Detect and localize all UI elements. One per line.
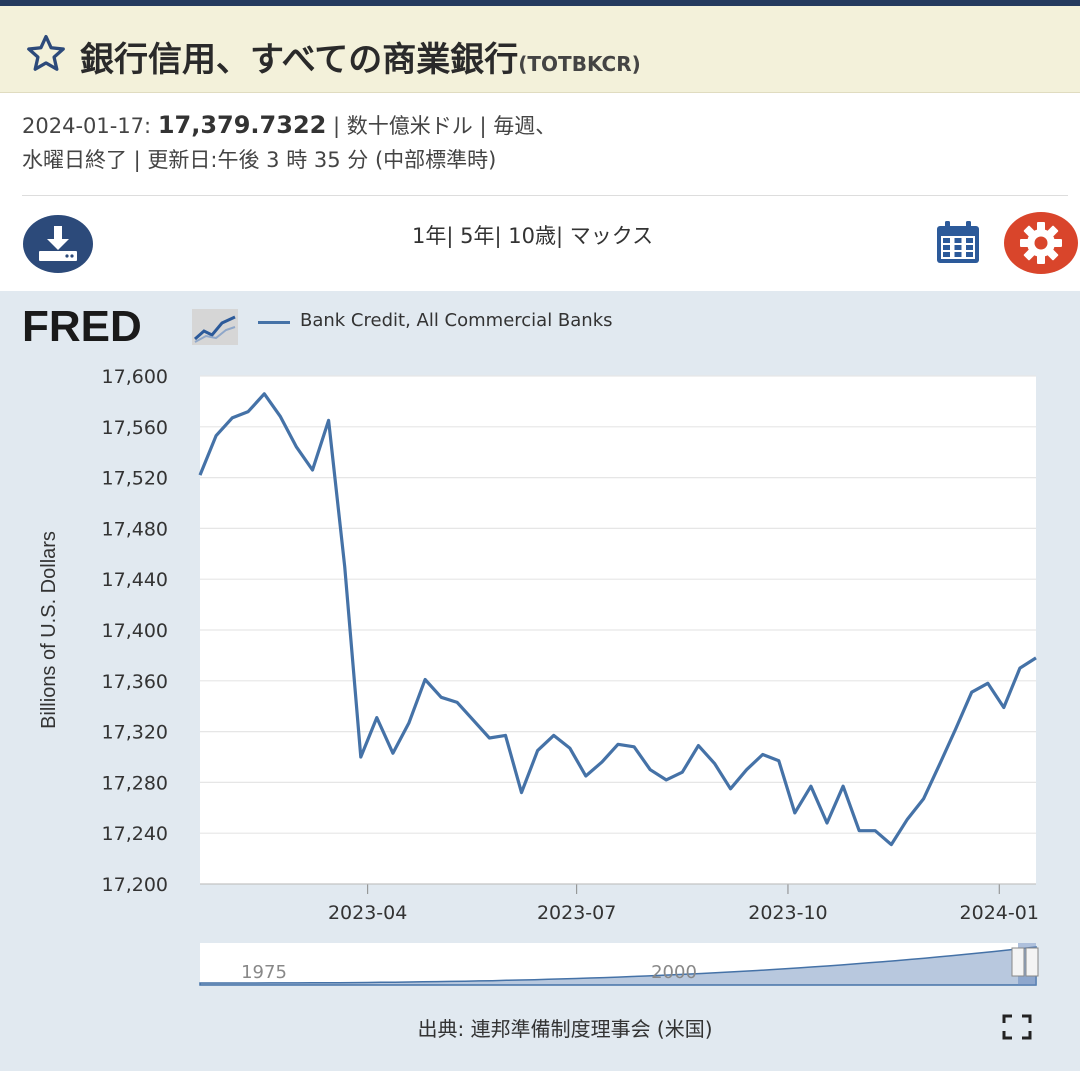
y-tick-label: 17,600 (102, 366, 168, 388)
star-icon[interactable] (24, 32, 68, 76)
y-tick-label: 17,240 (102, 823, 168, 845)
period-selector: 1年| 5年| 10歳| マックス (412, 220, 653, 250)
navigator-label: 1975 (241, 962, 287, 983)
period-separator: | (556, 224, 564, 248)
period-max[interactable]: マックス (569, 224, 654, 248)
series-code: (TOTBKCR) (518, 52, 641, 76)
x-tick-label: 2023-04 (328, 902, 407, 924)
source-credit: 出典: 連邦準備制度理事会 (米国) (417, 1017, 713, 1041)
y-tick-label: 17,200 (102, 874, 168, 896)
line-chart: 17,200 17,240 17,280 17,320 17,360 17,400 17,4… (38, 366, 1039, 986)
update-info: 水曜日終了 | 更新日:午後 3 時 35 分 (中部標準時) (22, 148, 497, 172)
y-tick-label: 17,280 (102, 772, 168, 794)
fred-logo: FRED (22, 305, 238, 347)
navigator-handle (1025, 947, 1039, 977)
observation-date: 2024-01-17: (22, 114, 152, 138)
y-tick-label: 17,560 (102, 417, 168, 439)
x-tick-label: 2024-01 (960, 902, 1039, 924)
divider (22, 195, 1068, 196)
y-tick-label: 17,440 (102, 569, 168, 591)
navigator-label: 2000 (651, 962, 697, 983)
y-tick-label: 17,320 (102, 722, 168, 744)
y-axis-label: Billions of U.S. Dollars (38, 531, 60, 729)
legend-swatch (258, 321, 290, 324)
y-tick-label: 17,520 (102, 468, 168, 490)
download-icon[interactable] (23, 215, 93, 273)
y-tick-label: 17,360 (102, 671, 168, 693)
top-accent-bar (0, 0, 1080, 6)
page-title: 銀行信用、すべての商業銀行(TOTBKCR) (80, 32, 641, 81)
title-bar: 銀行信用、すべての商業銀行(TOTBKCR) (0, 6, 1080, 93)
legend-label: Bank Credit, All Commercial Banks (300, 310, 613, 331)
period-separator: | (494, 224, 502, 248)
fullscreen-icon[interactable] (1002, 1014, 1032, 1040)
units-frequency: | 数十億米ドル | 毎週、 (333, 114, 557, 138)
x-tick-label: 2023-10 (748, 902, 827, 924)
navigator-series (199, 946, 1037, 986)
fred-logo-text: FRED (22, 305, 142, 347)
observation-value: 17,379.7322 (157, 111, 327, 139)
y-tick-label: 17,480 (102, 518, 168, 540)
x-tick-label: 2023-07 (537, 902, 616, 924)
series-meta: 2024-01-17: 17,379.7322 | 数十億米ドル | 毎週、 水… (22, 108, 1022, 177)
calendar-icon[interactable] (934, 218, 982, 266)
series-title: 銀行信用、すべての商業銀行 (80, 40, 519, 80)
period-5y[interactable]: 5年 (460, 224, 495, 248)
period-1y[interactable]: 1年 (412, 224, 447, 248)
y-tick-label: 17,400 (102, 620, 168, 642)
gear-icon[interactable] (1004, 212, 1078, 274)
period-10y[interactable]: 10歳 (508, 224, 557, 248)
series-line (198, 392, 1037, 847)
navigator-handle (1011, 947, 1025, 977)
period-separator: | (446, 224, 454, 248)
